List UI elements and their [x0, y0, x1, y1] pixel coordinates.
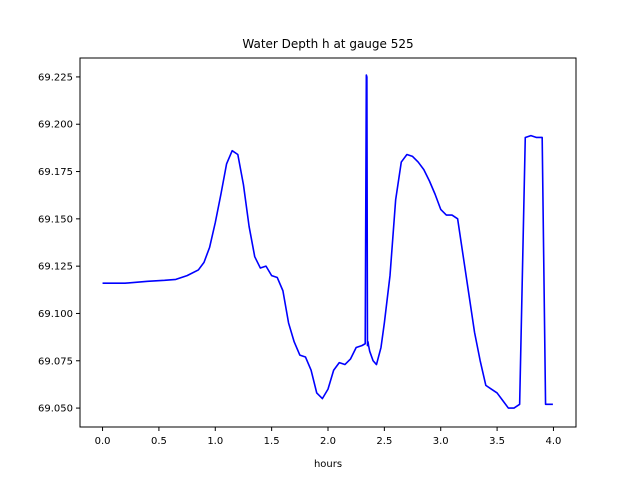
plot-area — [102, 74, 554, 409]
y-axis: 69.050 69.075 69.100 69.125 69.150 69.175 69.2… — [38, 72, 80, 415]
y-tick-label: 69.125 — [38, 262, 73, 273]
y-tick-label: 69.100 — [38, 309, 73, 320]
x-tick-label: 2.5 — [376, 436, 392, 447]
x-axis-label: hours — [314, 459, 342, 470]
y-tick-label: 69.175 — [38, 167, 73, 178]
series-line — [102, 74, 554, 409]
y-tick-label: 69.075 — [38, 356, 73, 367]
x-axis: 0.0 0.5 1.0 1.5 2.0 2.5 3.0 3.5 4.0 — [95, 427, 562, 447]
plot-frame — [79, 57, 577, 428]
x-tick-label: 1.5 — [264, 436, 280, 447]
y-tick-label: 69.225 — [38, 72, 73, 83]
x-tick-label: 2.0 — [320, 436, 336, 447]
x-tick-label: 0.5 — [151, 436, 167, 447]
x-tick-label: 3.0 — [433, 436, 449, 447]
y-tick-label: 69.150 — [38, 214, 73, 225]
y-tick-label: 69.200 — [38, 120, 73, 131]
x-tick-label: 0.0 — [95, 436, 111, 447]
y-tick-label: 69.050 — [38, 404, 73, 415]
x-tick-label: 4.0 — [546, 436, 562, 447]
x-tick-label: 1.0 — [207, 436, 223, 447]
x-tick-label: 3.5 — [489, 436, 505, 447]
chart-title: Water Depth h at gauge 525 — [242, 37, 413, 51]
